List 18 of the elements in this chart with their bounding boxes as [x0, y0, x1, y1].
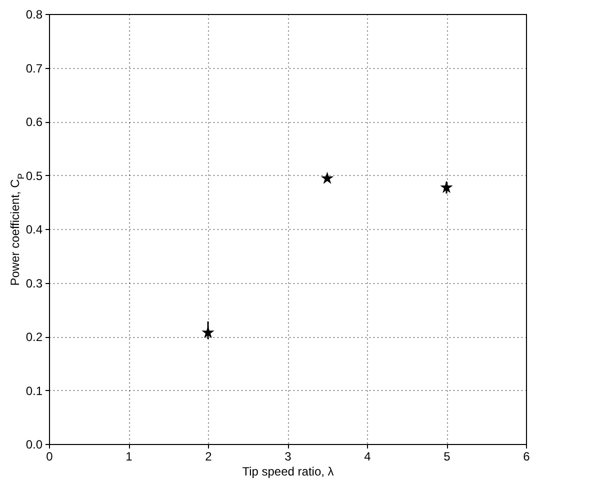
y-tick-label: 0.2: [26, 330, 43, 344]
y-tick-label: 0.5: [26, 168, 43, 183]
y-tick-label: 0.4: [26, 222, 43, 236]
y-tick-label: 0.6: [26, 115, 43, 129]
y-tick-label: 0.0: [26, 438, 43, 452]
x-axis-title: Tip speed ratio, λ: [242, 464, 334, 478]
point: [320, 172, 334, 184]
x-tick-label: 4: [364, 450, 372, 464]
y-tick-label: 0.8: [26, 8, 43, 22]
y-tick-label: 0.3: [26, 276, 43, 290]
x-tick-label: 1: [126, 450, 133, 464]
x-tick-label: 3: [284, 450, 292, 464]
y-tick-label: 0.7: [26, 61, 43, 76]
x-tick-label: 6: [523, 450, 530, 464]
x-tick-label: 0: [46, 450, 54, 464]
x-tick-label: 2: [205, 450, 212, 464]
y-tick-label: 0.1: [26, 384, 43, 398]
x-tick-label: 5: [444, 450, 451, 464]
